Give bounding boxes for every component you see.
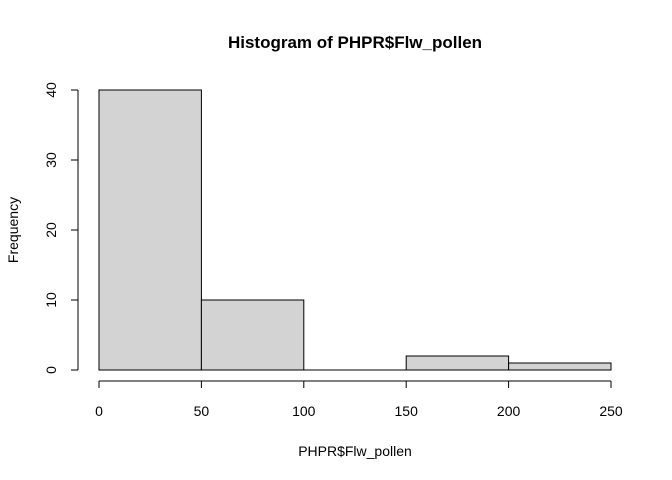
x-tick-label: 200 (497, 403, 521, 419)
y-tick-label: 20 (43, 222, 59, 238)
x-tick-label: 0 (95, 403, 103, 419)
x-axis: 0 50 100 150 200 250 (95, 380, 623, 419)
y-axis-label: Frequency (5, 197, 21, 263)
y-tick-label: 10 (43, 292, 59, 308)
x-tick-label: 100 (292, 403, 316, 419)
x-axis-label: PHPR$Flw_pollen (298, 443, 412, 459)
y-axis: 0 10 20 30 40 (43, 82, 79, 374)
y-tick-label: 30 (43, 152, 59, 168)
y-tick-label: 0 (43, 366, 59, 374)
histogram-bar (508, 362, 612, 371)
y-tick-label: 40 (43, 82, 59, 98)
histogram-bar (200, 299, 305, 371)
bars-group (98, 89, 612, 371)
x-tick-label: 50 (194, 403, 210, 419)
x-tick-label: 250 (599, 403, 623, 419)
histogram-bar (405, 355, 510, 371)
chart-title: Histogram of PHPR$Flw_pollen (228, 33, 482, 52)
x-tick-label: 150 (395, 403, 419, 419)
histogram-bar (98, 89, 202, 371)
